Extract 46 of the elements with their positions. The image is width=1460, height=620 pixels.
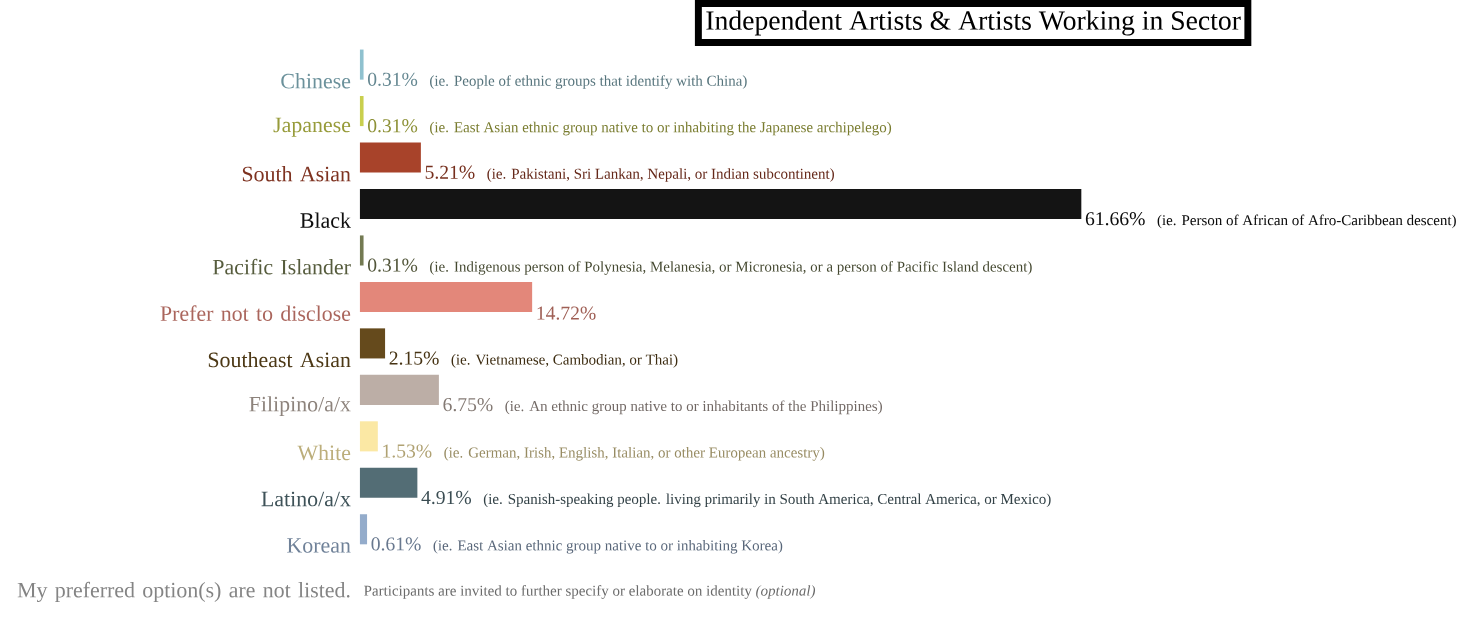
y-tick-label: Chinese <box>281 73 351 89</box>
bar <box>359 514 368 545</box>
y-tick-label: Prefer not to disclose <box>160 305 351 322</box>
data-label: 0.61% <box>371 537 421 551</box>
bar <box>359 328 386 359</box>
annotation: (ie. Vietnamese, Cambodian, or Thai) <box>451 354 678 368</box>
y-tick-label: My preferred option(s) are not listed. <box>17 581 350 603</box>
annotation: (ie. Indigenous person of Polynesia, Melanesia, or Micronesia, or a person of Pacific Island descent) <box>430 261 1032 275</box>
annotation: (ie. Spanish-speaking people. living primarily in South America, Central America, or Mexico) <box>483 493 1051 508</box>
bar <box>359 467 418 498</box>
y-tick-label: Black <box>300 212 351 228</box>
bar <box>359 235 364 266</box>
y-tick-label: Pacific Islander <box>212 258 351 275</box>
y-tick-label: South Asian <box>242 166 351 182</box>
annotation: (ie. An ethnic group native to or inhabitants of the Philippines) <box>505 400 882 415</box>
y-tick-label: White <box>297 444 351 461</box>
data-label: 61.66% <box>1085 212 1145 226</box>
bar <box>359 96 364 127</box>
annotation: (ie. People of ethnic groups that identify with China) <box>430 75 747 90</box>
annotation: (ie. East Asian ethnic group native to or inhabiting Korea) <box>433 540 783 554</box>
text: (ie. Person of African of Afro-Caribbean descent) <box>1157 214 1456 229</box>
y-tick-label: Japanese <box>273 117 351 137</box>
bar <box>359 142 421 173</box>
data-label: 14.72% <box>537 306 596 320</box>
y-tick-label: Filipino/a/x <box>249 396 351 417</box>
y-tick-label: Korean <box>287 538 351 553</box>
bar <box>359 421 378 452</box>
bar <box>359 49 364 80</box>
data-label: 2.15% <box>389 351 439 365</box>
data-label: 0.31% <box>367 258 418 272</box>
annotation: (ie. Pakistani, Sri Lankan, Nepali, or Indian subcontinent) <box>487 168 834 182</box>
chart-title: Independent Artists & Artists Working in Sector <box>706 10 1241 36</box>
data-label: 1.53% <box>383 444 432 458</box>
bar <box>359 189 1082 220</box>
data-label: 0.31% <box>367 119 418 133</box>
y-tick-label: Latino/a/x <box>261 491 351 507</box>
data-label: 0.31% <box>367 72 418 87</box>
bar <box>359 281 533 313</box>
data-label: 6.75% <box>443 398 493 412</box>
data-label: 4.91% <box>421 490 472 505</box>
annotation: (ie. East Asian ethnic group native to or inhabiting the Japanese archipelego) <box>430 121 892 136</box>
bar <box>359 374 439 406</box>
annotation: (ie. German, Irish, English, Italian, or other European ancestry) <box>444 447 825 461</box>
annotation: Participants are invited to further specify or elaborate on identity (optional) <box>364 585 816 599</box>
data-label: 5.21% <box>425 165 475 180</box>
y-tick-label: Southeast Asian <box>208 352 351 368</box>
